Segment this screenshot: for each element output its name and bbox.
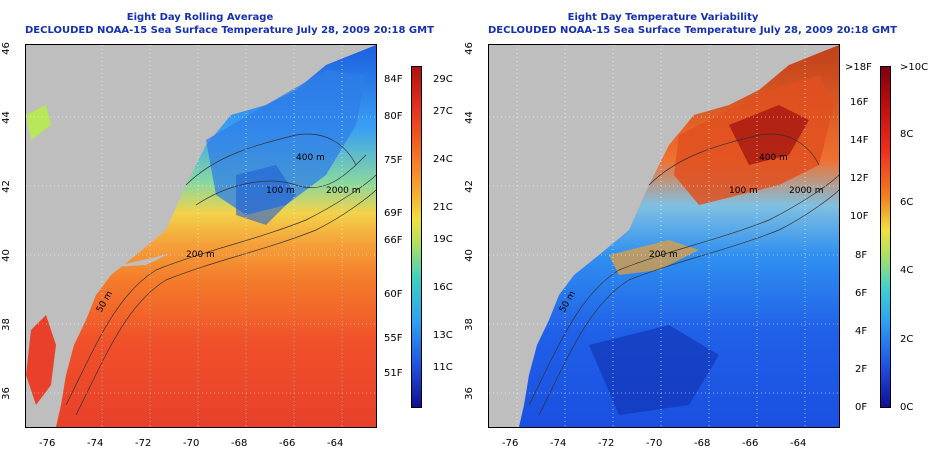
lat-label-46: 46 — [0, 42, 12, 55]
left-title: Eight Day Rolling Average DECLOUDED NOAA… — [25, 11, 434, 37]
left-sst-map: 400 m 2000 m 100 m 50 m 200 m — [25, 44, 377, 428]
left-cb-f-2: 75F — [384, 155, 403, 166]
right-cb-c-5: 0C — [900, 402, 914, 413]
bathymetry-contours — [65, 133, 376, 416]
right-cb-f-0: >18F — [845, 62, 872, 73]
r-lat-label-36: 36 — [463, 387, 475, 400]
island — [111, 253, 171, 267]
lon-label-70: -70 — [183, 438, 200, 449]
contour-label-400m: 400 m — [296, 153, 325, 163]
left-cb-c-1: 27C — [433, 106, 453, 117]
right-map-svg: 400 m 2000 m 100 m 50 m 200 m — [489, 45, 839, 427]
lon-label-64: -64 — [327, 438, 344, 449]
right-cb-f-8: 2F — [855, 364, 868, 375]
r-lon-label-74: -74 — [550, 438, 567, 449]
contour-label-100m: 100 m — [266, 186, 295, 196]
left-title-line1: Eight Day Rolling Average — [126, 12, 274, 23]
right-variability-map: 400 m 2000 m 100 m 50 m 200 m — [488, 44, 840, 428]
right-title-line1: Eight Day Temperature Variability — [567, 12, 759, 23]
land-mass — [26, 45, 376, 427]
right-cb-f-2: 14F — [850, 135, 869, 146]
left-cb-f-1: 80F — [384, 111, 403, 122]
contour-label-r-100m: 100 m — [729, 186, 758, 196]
max-variability-core — [729, 105, 809, 165]
left-cb-c-3: 21C — [433, 202, 453, 213]
right-cb-c-1: 8C — [900, 129, 914, 140]
right-cb-c-2: 6C — [900, 197, 914, 208]
left-cb-c-0: 29C — [433, 74, 453, 85]
lon-label-74: -74 — [87, 438, 104, 449]
r-lon-label-72: -72 — [598, 438, 615, 449]
right-title-line2: DECLOUDED NOAA-15 Sea Surface Temperatur… — [488, 25, 897, 36]
contour-label-200m: 200 m — [186, 250, 215, 260]
right-cb-f-3: 12F — [850, 173, 869, 184]
chesapeake-bay — [26, 315, 56, 405]
r-lat-label-46: 46 — [463, 42, 475, 55]
contour-label-r-400m: 400 m — [759, 153, 788, 163]
lon-label-68: -68 — [231, 438, 248, 449]
land-mass-right — [489, 45, 839, 427]
left-title-line2: DECLOUDED NOAA-15 Sea Surface Temperatur… — [25, 25, 434, 36]
right-cb-c-3: 4C — [900, 265, 914, 276]
right-cb-f-1: 16F — [850, 97, 869, 108]
r-lat-label-44: 44 — [463, 111, 475, 124]
georges-bank-water — [236, 165, 296, 225]
right-title: Eight Day Temperature Variability DECLOU… — [488, 11, 897, 37]
left-map-svg: 400 m 2000 m 100 m 50 m 200 m — [26, 45, 376, 427]
left-cb-f-4: 66F — [384, 235, 403, 246]
right-cb-f-6: 6F — [855, 288, 868, 299]
r-lon-label-70: -70 — [646, 438, 663, 449]
lat-label-36: 36 — [0, 387, 12, 400]
bathymetry-contours-right — [528, 133, 839, 416]
right-cb-c-0: >10C — [900, 62, 929, 73]
low-variability-region — [589, 325, 719, 415]
lon-label-72: -72 — [135, 438, 152, 449]
lon-label-66: -66 — [279, 438, 296, 449]
left-cb-c-5: 16C — [433, 282, 453, 293]
r-lon-label-76: -76 — [502, 438, 519, 449]
left-cb-c-2: 24C — [433, 154, 453, 165]
r-lat-label-40: 40 — [463, 249, 475, 262]
r-lon-label-64: -64 — [790, 438, 807, 449]
left-cb-c-7: 11C — [433, 362, 453, 373]
right-cb-f-4: 10F — [850, 211, 869, 222]
left-cb-f-7: 51F — [384, 368, 403, 379]
left-cb-f-0: 84F — [384, 74, 403, 85]
left-cb-f-6: 55F — [384, 333, 403, 344]
right-cb-f-7: 4F — [855, 326, 868, 337]
contour-label-2000m: 2000 m — [326, 186, 361, 196]
left-colorbar — [411, 66, 422, 408]
left-cb-c-4: 19C — [433, 234, 453, 245]
right-cb-f-9: 0F — [855, 402, 868, 413]
lat-label-44: 44 — [0, 111, 12, 124]
contour-label-r-200m: 200 m — [649, 250, 678, 260]
contour-label-r-2000m: 2000 m — [789, 186, 824, 196]
left-cb-f-3: 69F — [384, 208, 403, 219]
right-colorbar — [880, 66, 891, 408]
r-lat-label-38: 38 — [463, 318, 475, 331]
lon-label-76: -76 — [39, 438, 56, 449]
lat-label-38: 38 — [0, 318, 12, 331]
right-cb-f-5: 8F — [855, 250, 868, 261]
left-cb-c-6: 13C — [433, 330, 453, 341]
r-lon-label-68: -68 — [694, 438, 711, 449]
left-cb-f-5: 60F — [384, 289, 403, 300]
r-lon-label-66: -66 — [742, 438, 759, 449]
lat-label-40: 40 — [0, 249, 12, 262]
r-lat-label-42: 42 — [463, 180, 475, 193]
lat-label-42: 42 — [0, 180, 12, 193]
inland-lake-patch — [26, 105, 51, 140]
right-cb-c-4: 2C — [900, 334, 914, 345]
